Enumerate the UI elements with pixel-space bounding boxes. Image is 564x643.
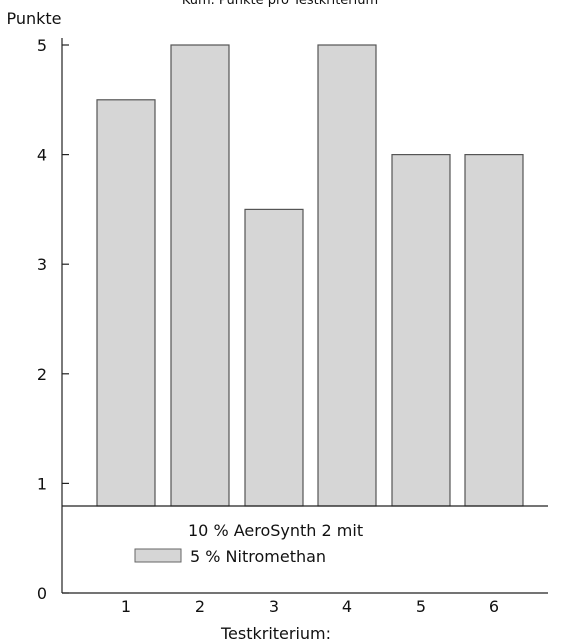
bar-6 [464,154,524,507]
bar-3 [244,208,304,507]
y-tick-label-0: 0 [37,584,47,603]
chart-title: Kum. Punkte pro Testkriterium [182,0,378,8]
legend-label-line-1: 10 % AeroSynth 2 mit [188,521,363,540]
legend-swatch [134,548,182,563]
x-tick-label-6: 6 [489,597,499,616]
bar-2 [170,44,230,507]
y-tick-label-2: 2 [37,365,47,384]
x-tick-label-4: 4 [342,597,352,616]
x-tick-label-5: 5 [416,597,426,616]
bar-4 [317,44,377,507]
y-axis-label: Punkte [6,9,61,28]
x-tick-label-1: 1 [121,597,131,616]
legend: 10 % AeroSynth 2 mit 5 % Nitromethan [134,521,363,566]
x-tick-label-2: 2 [195,597,205,616]
x-axis-label: Testkriterium: [220,624,331,643]
bar-5 [391,154,451,507]
y-tick-label-4: 4 [37,146,47,165]
x-tick-label-3: 3 [269,597,279,616]
y-tick-label-1: 1 [37,474,47,493]
bar-1 [96,99,156,507]
legend-label-line-2: 5 % Nitromethan [190,547,326,566]
y-tick-label-3: 3 [37,255,47,274]
plot-area: 1 2 3 4 5 6 0 1 2 3 4 5 [37,36,548,616]
y-tick-label-5: 5 [37,36,47,55]
